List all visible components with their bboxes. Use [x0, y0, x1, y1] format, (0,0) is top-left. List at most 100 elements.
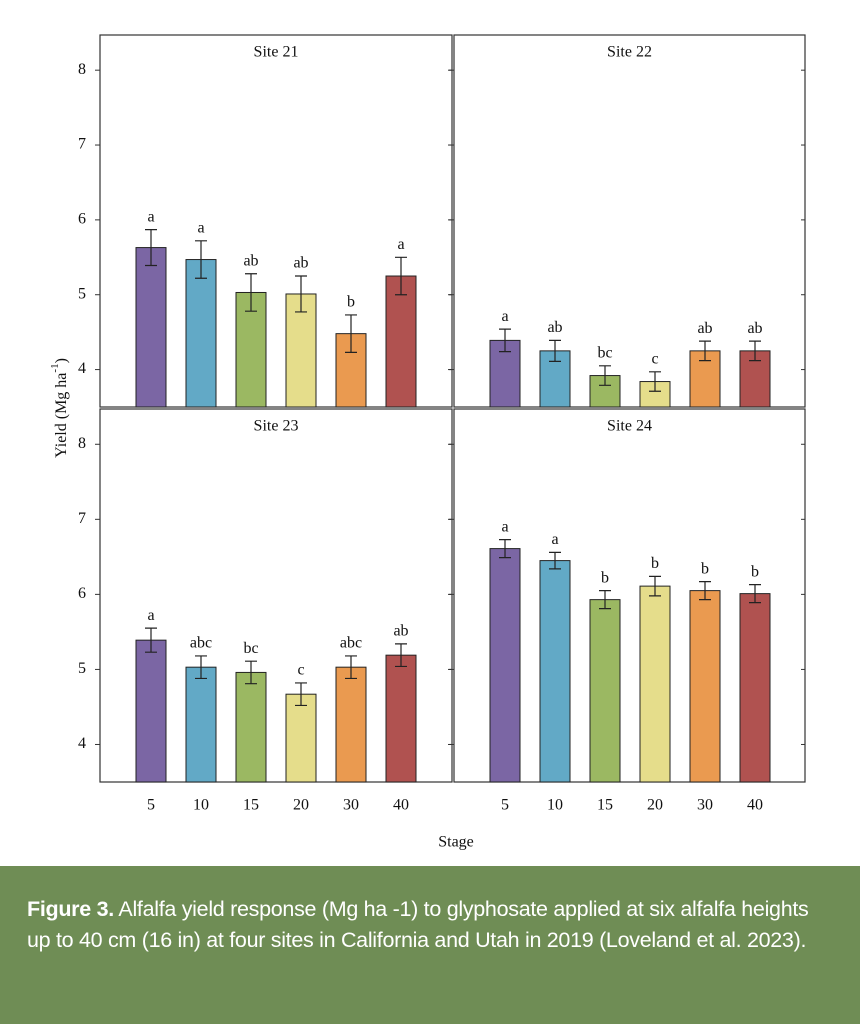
significance-letter: c — [651, 350, 658, 367]
panel-title: Site 21 — [254, 44, 299, 61]
error-bar — [145, 627, 157, 653]
error-bar — [245, 273, 257, 312]
error-bar — [749, 584, 761, 604]
error-bar — [295, 275, 307, 313]
significance-letter: bc — [597, 345, 612, 362]
error-bar — [295, 682, 307, 707]
panel-title: Site 22 — [607, 44, 652, 61]
y-tick-label: 8 — [78, 61, 86, 78]
error-bar — [499, 328, 511, 353]
significance-letter: a — [147, 607, 154, 624]
bar — [135, 639, 167, 783]
y-tick-label: 7 — [78, 136, 86, 153]
bar — [739, 593, 771, 783]
y-label-text: Yield (Mg ha — [53, 373, 70, 458]
error-bar — [195, 655, 207, 680]
x-tick-label: 15 — [597, 797, 613, 814]
significance-letter: b — [601, 569, 609, 586]
panel-frame — [99, 408, 453, 783]
error-bar — [395, 256, 407, 296]
y-axis-label: Yield (Mg ha-1) — [49, 358, 70, 458]
significance-letter: abc — [190, 635, 212, 652]
bar — [235, 671, 267, 783]
error-bar — [195, 240, 207, 279]
bar — [489, 548, 521, 783]
bar — [385, 275, 417, 408]
y-tick-label: 6 — [78, 585, 86, 602]
bar — [689, 590, 721, 783]
y-tick-label: 7 — [78, 510, 86, 527]
significance-letter: a — [551, 531, 558, 548]
x-axis-label: Stage — [438, 834, 474, 851]
significance-letter: ab — [393, 623, 408, 640]
error-bar — [549, 551, 561, 570]
error-bar — [245, 660, 257, 685]
significance-letter: ab — [293, 255, 308, 272]
significance-letter: bc — [243, 640, 258, 657]
bar — [185, 259, 217, 408]
significance-letter: ab — [697, 320, 712, 337]
bar — [385, 654, 417, 783]
x-tick-label: 20 — [647, 797, 663, 814]
panel-frame — [453, 408, 806, 783]
x-tick-label: 10 — [547, 797, 563, 814]
significance-letter: b — [651, 555, 659, 572]
panel-frame — [453, 34, 806, 408]
y-tick-label: 8 — [78, 435, 86, 452]
x-tick-label: 40 — [747, 797, 763, 814]
significance-letter: b — [701, 560, 709, 577]
significance-letter: c — [297, 662, 304, 679]
bar — [185, 666, 217, 783]
bar — [235, 291, 267, 408]
error-bar — [649, 371, 661, 392]
bar — [639, 585, 671, 783]
error-bar — [599, 590, 611, 610]
significance-letter: a — [397, 236, 404, 253]
x-tick-label: 5 — [501, 797, 509, 814]
bar — [285, 693, 317, 783]
caption-label: Figure 3. — [27, 897, 114, 921]
significance-letter: a — [147, 208, 154, 225]
y-tick-label: 6 — [78, 211, 86, 228]
y-label-sup: -1 — [49, 363, 61, 372]
significance-letter: b — [347, 294, 355, 311]
bar — [285, 293, 317, 408]
error-bar — [345, 314, 357, 353]
x-tick-label: 40 — [393, 797, 409, 814]
x-tick-label: 5 — [147, 797, 155, 814]
y-tick-label: 5 — [78, 660, 86, 677]
significance-letter: ab — [747, 320, 762, 337]
error-bar — [145, 229, 157, 267]
error-bar — [549, 339, 561, 362]
bar — [539, 560, 571, 783]
x-tick-label: 30 — [697, 797, 713, 814]
x-tick-label: 10 — [193, 797, 209, 814]
y-label-end: ) — [53, 358, 70, 363]
significance-letter: a — [501, 308, 508, 325]
significance-letter: b — [751, 563, 759, 580]
error-bar — [345, 655, 357, 680]
bar — [589, 599, 621, 783]
significance-letter: a — [197, 220, 204, 237]
x-tick-label: 15 — [243, 797, 259, 814]
significance-letter: abc — [340, 635, 362, 652]
bar — [335, 666, 367, 783]
error-bar — [599, 365, 611, 386]
bar — [135, 247, 167, 408]
significance-letter: ab — [547, 319, 562, 336]
panel-title: Site 24 — [607, 418, 652, 435]
error-bar — [499, 538, 511, 559]
panel-title: Site 23 — [254, 418, 299, 435]
significance-letter: ab — [243, 252, 258, 269]
caption-text: Alfalfa yield response (Mg ha -1) to gly… — [27, 897, 809, 952]
caption: Figure 3. Alfalfa yield response (Mg ha … — [0, 866, 860, 1024]
y-tick-label: 5 — [78, 285, 86, 302]
significance-letter: a — [501, 518, 508, 535]
error-bar — [699, 581, 711, 601]
x-tick-label: 30 — [343, 797, 359, 814]
error-bar — [395, 643, 407, 668]
error-bar — [649, 575, 661, 597]
y-tick-label: 4 — [78, 735, 86, 752]
